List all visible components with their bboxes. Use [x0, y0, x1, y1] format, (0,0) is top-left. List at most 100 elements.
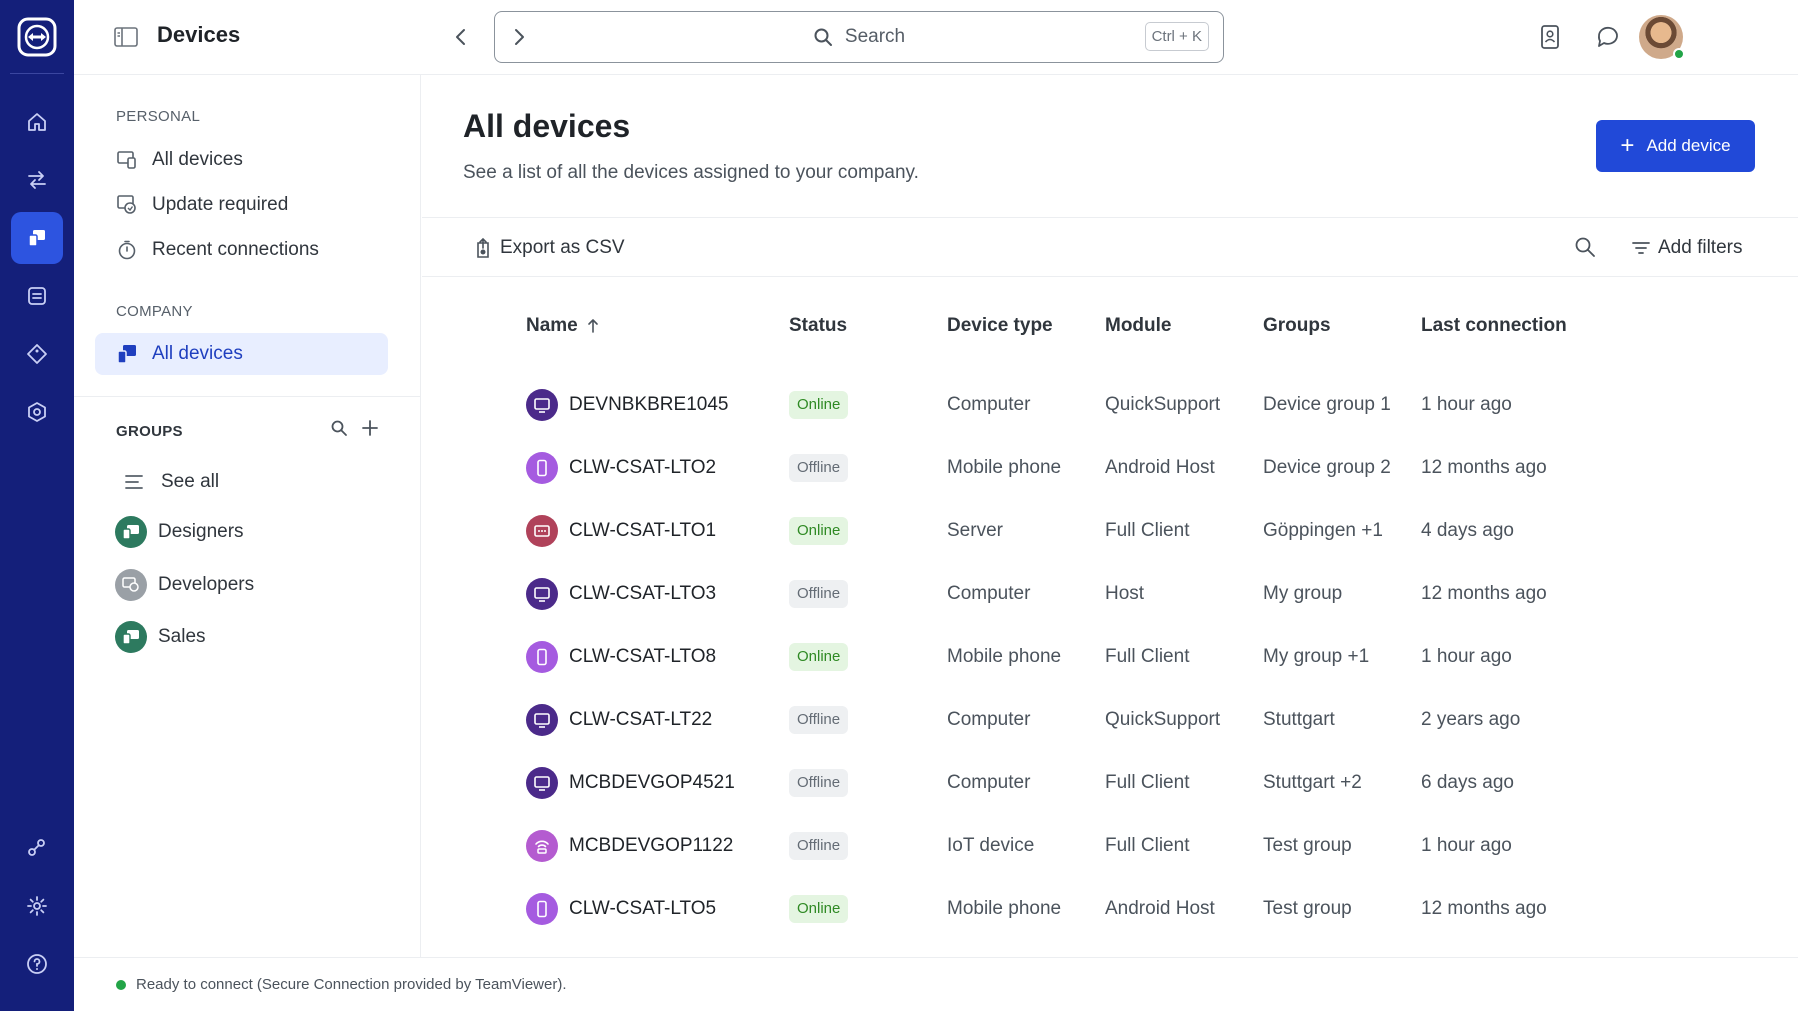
cell-groups: Test group: [1263, 897, 1352, 919]
timer-icon: [116, 239, 138, 261]
column-header-module[interactable]: Module: [1105, 315, 1172, 336]
list-icon: [118, 466, 150, 498]
column-header-label: Name: [526, 315, 578, 336]
device-name: CLW-CSAT-LT22: [569, 708, 713, 730]
add-filters-button[interactable]: Add filters: [1632, 237, 1742, 259]
cell-device-type: Computer: [947, 771, 1031, 793]
cell-name: CLW-CSAT-LTO1: [526, 499, 716, 562]
column-header-groups[interactable]: Groups: [1263, 315, 1331, 336]
sort-ascending-icon: [587, 319, 598, 333]
status-badge: Online: [789, 642, 849, 671]
column-header-status[interactable]: Status: [789, 315, 848, 336]
cell-status: Offline: [789, 688, 849, 751]
connection-status-dot: [116, 980, 126, 990]
cell-status: Online: [789, 625, 849, 688]
forward-button[interactable]: [504, 22, 534, 52]
cell-groups: Device group 2: [1263, 456, 1391, 478]
cell-module: Full Client: [1105, 645, 1190, 667]
rail-security[interactable]: [11, 386, 63, 438]
export-csv-button[interactable]: Export as CSV: [474, 237, 625, 259]
computer-icon: [526, 703, 558, 736]
rail-devices[interactable]: [11, 212, 63, 264]
cell-groups: Stuttgart +2: [1263, 771, 1362, 793]
search-input[interactable]: Search Ctrl + K: [494, 11, 1224, 63]
connections-icon: [28, 171, 46, 189]
devices-icon: [116, 343, 138, 365]
cell-device-type: Server: [947, 519, 1003, 541]
table-row[interactable]: MCBDEVGOP1122 Offline IoT device Full Clien…: [526, 814, 1626, 877]
chevron-right-icon: [515, 29, 524, 45]
contact-card-icon: [1541, 25, 1559, 49]
table-row[interactable]: CLW-CSAT-LTO8 Online Mobile phone Full Clie…: [526, 625, 1626, 688]
cell-last-connection: 1 hour ago: [1421, 645, 1512, 667]
cell-status: Offline: [789, 562, 849, 625]
cell-name: CLW-CSAT-LTO3: [526, 562, 716, 625]
cell-groups: Test group: [1263, 834, 1352, 856]
avatar[interactable]: [1639, 15, 1685, 60]
sidebar-toggle-icon: [114, 27, 138, 47]
device-name: CLW-CSAT-LTO5: [569, 897, 717, 919]
group-label: Developers: [158, 574, 255, 595]
devices-list-icon: [116, 149, 138, 171]
rail-help[interactable]: [11, 938, 63, 990]
column-header-device-type[interactable]: Device type: [947, 315, 1053, 336]
table-search-button[interactable]: [1574, 236, 1600, 262]
phone-icon: [526, 640, 558, 673]
group-item-designers[interactable]: Designers: [115, 513, 244, 551]
table-row[interactable]: DEVNBKBRE1045 Online Computer QuickSupport D…: [526, 373, 1626, 436]
cell-device-type: Computer: [947, 582, 1031, 604]
cell-last-connection: 12 months ago: [1421, 456, 1547, 478]
cell-last-connection: 1 hour ago: [1421, 834, 1512, 856]
filter-icon: [1632, 242, 1650, 254]
cell-status: Offline: [789, 814, 849, 877]
table-row[interactable]: CLW-CSAT-LTO2 Offline Mobile phone Android …: [526, 436, 1626, 499]
cell-device-type: IoT device: [947, 834, 1035, 856]
group-label: Designers: [158, 521, 244, 542]
sidebar-item-recent-connections[interactable]: Recent connections: [95, 229, 388, 271]
sidebar-item-label: Recent connections: [152, 239, 319, 260]
rail-connections[interactable]: [11, 154, 63, 206]
group-item-developers[interactable]: Developers: [115, 566, 254, 604]
rail-integrations[interactable]: [11, 822, 63, 874]
page-title: All devices: [463, 108, 631, 144]
table-row[interactable]: CLW-CSAT-LTO5 Online Mobile phone Android H…: [526, 877, 1626, 940]
rail-tags[interactable]: [11, 328, 63, 380]
group-sales-icon: [115, 621, 147, 653]
rail-settings[interactable]: [11, 880, 63, 932]
group-item-sales[interactable]: Sales: [115, 618, 206, 656]
cell-name: CLW-CSAT-LTO5: [526, 877, 716, 940]
column-header-name[interactable]: Name: [526, 315, 600, 337]
computer-icon: [526, 577, 558, 610]
chat-button[interactable]: [1593, 22, 1623, 52]
server-icon: [526, 514, 558, 547]
sidebar-item-personal-all-devices[interactable]: All devices: [95, 139, 388, 181]
table-row[interactable]: CLW-CSAT-LTO1 Online Server Full Client Göpp…: [526, 499, 1626, 562]
add-device-button[interactable]: + Add device: [1596, 120, 1755, 172]
rail-sessions[interactable]: [11, 270, 63, 322]
cell-last-connection: 6 days ago: [1421, 771, 1514, 793]
sidebar-item-update-required[interactable]: Update required: [95, 184, 388, 226]
teamviewer-logo-icon[interactable]: [17, 17, 57, 57]
search-icon: [814, 28, 832, 46]
contacts-button[interactable]: [1535, 22, 1565, 52]
cell-module: Host: [1105, 582, 1145, 604]
sidebar-item-label: All devices: [152, 149, 243, 170]
status-badge: Offline: [789, 768, 849, 797]
online-indicator: [1673, 48, 1685, 60]
cell-device-type: Computer: [947, 708, 1031, 730]
groups-search-button[interactable]: [330, 419, 352, 441]
group-see-all[interactable]: See all: [118, 463, 219, 501]
column-header-last-connection[interactable]: Last connection: [1421, 315, 1567, 336]
add-group-button[interactable]: [360, 418, 384, 442]
sidebar-toggle-button[interactable]: [114, 26, 138, 48]
sidebar-item-company-all-devices[interactable]: All devices: [95, 333, 388, 375]
search-shortcut-hint: Ctrl + K: [1144, 22, 1209, 51]
table-row[interactable]: CLW-CSAT-LTO3 Offline Computer Host My group…: [526, 562, 1626, 625]
group-label: Sales: [158, 626, 206, 647]
table-row[interactable]: MCBDEVGOP4521 Offline Computer Full Client S…: [526, 751, 1626, 814]
back-button[interactable]: [446, 22, 476, 52]
rail-home[interactable]: [11, 96, 63, 148]
add-device-label: Add device: [1646, 136, 1731, 155]
table-row[interactable]: CLW-CSAT-LT22 Offline Computer QuickSupport…: [526, 688, 1626, 751]
device-name: CLW-CSAT-LTO8: [569, 645, 717, 667]
